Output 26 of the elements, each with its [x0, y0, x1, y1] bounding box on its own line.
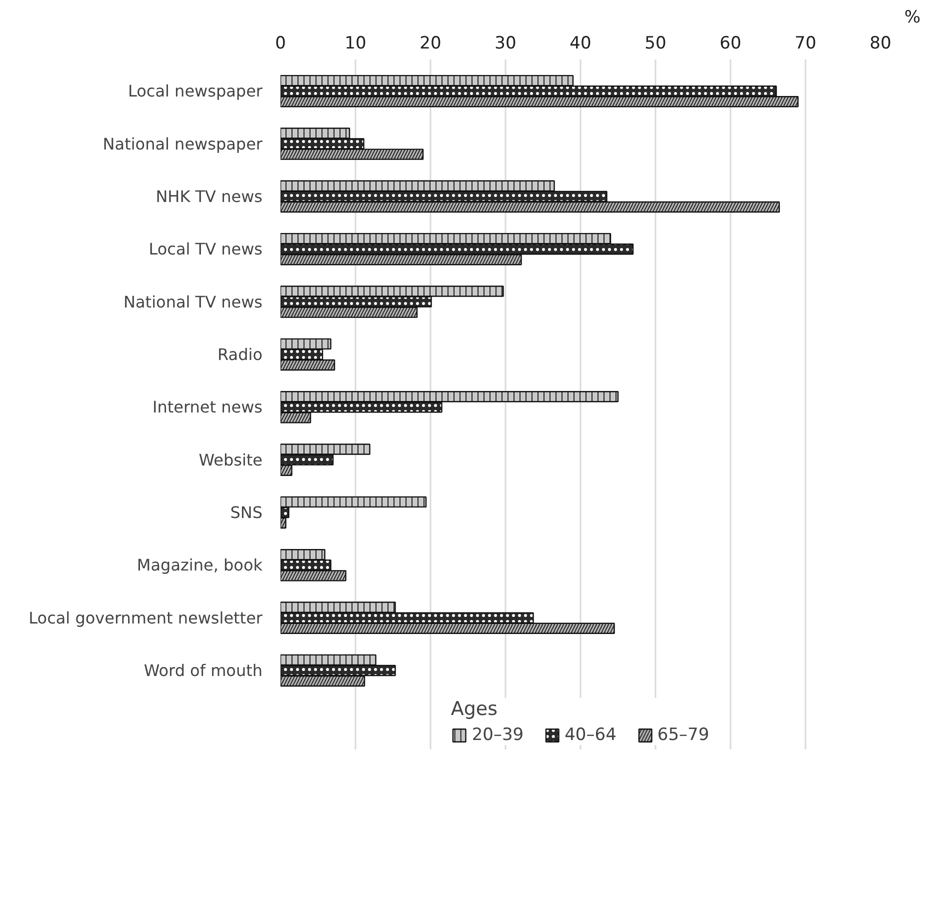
legend-label: 40–64 [564, 725, 616, 745]
x-tick-label: 70 [794, 34, 816, 54]
x-tick-label: 60 [720, 34, 742, 54]
y-tick-label: Internet news [152, 398, 263, 417]
x-tick-label: 80 [870, 34, 892, 54]
y-tick-label: Radio [218, 344, 263, 364]
y-tick-label: National newspaper [102, 134, 263, 154]
y-tick-label: Word of mouth [144, 660, 263, 680]
y-tick-label: Local government newsletter [28, 608, 263, 628]
y-tick-label: Website [198, 450, 262, 470]
x-tick-label: 10 [344, 34, 366, 54]
y-tick-label: NHK TV news [156, 186, 263, 206]
legend-label: 20–39 [472, 725, 524, 745]
legend-label: 65–79 [657, 725, 710, 745]
x-tick-label: 30 [494, 34, 516, 54]
y-tick-label: Local newspaper [128, 82, 263, 101]
legend-title: Ages [450, 698, 498, 720]
x-tick-label: 0 [275, 34, 286, 54]
y-tick-label: Magazine, book [136, 556, 264, 575]
y-tick-label: Local TV news [148, 240, 262, 259]
y-tick-label: National TV news [124, 292, 262, 312]
x-tick-label: 50 [644, 34, 666, 54]
y-tick-label: SNS [230, 502, 262, 522]
x-axis-title: % [904, 8, 921, 28]
x-tick-label: 20 [420, 34, 442, 54]
x-tick-label: 40 [570, 34, 592, 54]
